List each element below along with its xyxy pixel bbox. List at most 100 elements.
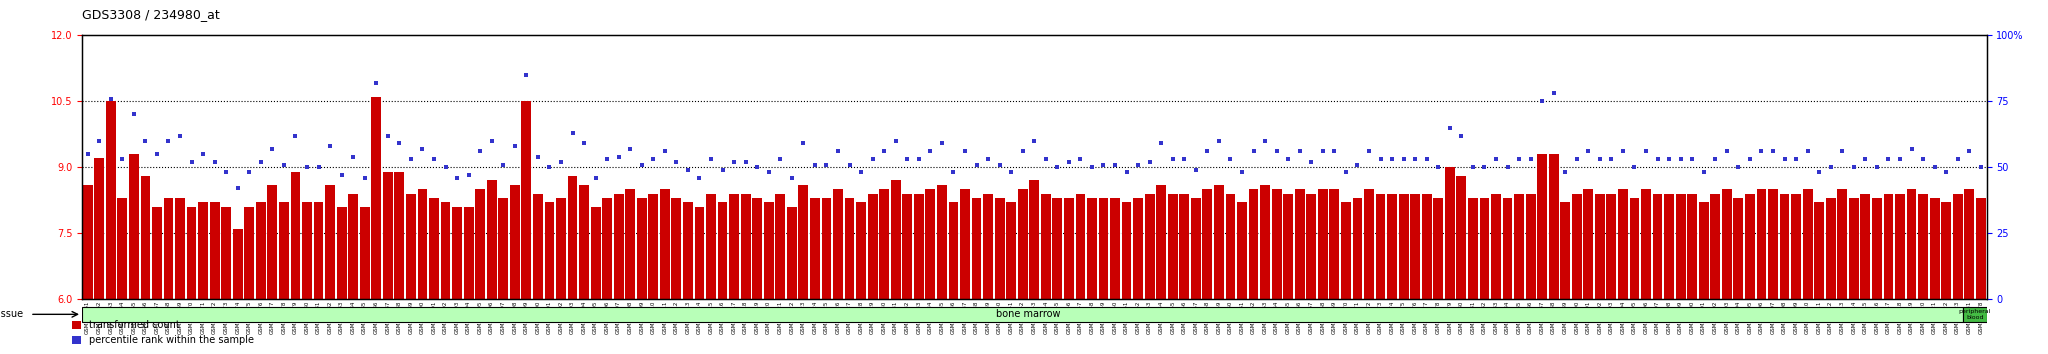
Point	[1733, 156, 1765, 162]
Bar	[395, 172, 403, 299]
Point	[856, 156, 889, 162]
Bar	[1548, 154, 1559, 299]
Bar	[1053, 198, 1063, 299]
Point	[1675, 156, 1708, 162]
Point	[244, 159, 276, 165]
Bar	[313, 202, 324, 299]
Bar	[268, 185, 276, 299]
Point	[1157, 156, 1190, 162]
Bar	[1468, 198, 1479, 299]
Bar	[406, 194, 416, 299]
Point	[475, 138, 508, 144]
Point	[510, 72, 543, 78]
Point	[1272, 156, 1305, 162]
Point	[1202, 138, 1235, 144]
Bar	[625, 189, 635, 299]
Bar	[371, 97, 381, 299]
Bar	[1434, 198, 1444, 299]
Bar	[1919, 194, 1927, 299]
Bar	[1907, 189, 1917, 299]
Bar	[1954, 194, 1962, 299]
Point	[1167, 156, 1200, 162]
Point	[926, 141, 958, 146]
Point	[1688, 170, 1720, 175]
Bar	[764, 202, 774, 299]
Bar	[1260, 185, 1270, 299]
Point	[707, 167, 739, 173]
Point	[1225, 170, 1257, 175]
Point	[903, 156, 936, 162]
Point	[1780, 156, 1812, 162]
Bar	[1098, 198, 1108, 299]
Bar	[903, 194, 911, 299]
Bar	[1976, 198, 1987, 299]
Point	[1548, 170, 1581, 175]
Point	[717, 159, 750, 165]
Point	[1849, 156, 1882, 162]
Bar	[1503, 198, 1511, 299]
Point	[1075, 164, 1108, 170]
Point	[637, 156, 670, 162]
Bar	[1757, 189, 1765, 299]
Point	[522, 154, 555, 160]
Bar	[1249, 189, 1257, 299]
Point	[1757, 149, 1790, 154]
Bar	[522, 101, 530, 299]
Point	[1087, 162, 1120, 167]
Point	[303, 164, 336, 170]
Bar	[1491, 194, 1501, 299]
Point	[1133, 159, 1165, 165]
Bar	[729, 194, 739, 299]
Bar	[1815, 202, 1825, 299]
Point	[1503, 156, 1536, 162]
Bar	[1513, 194, 1524, 299]
Point	[463, 149, 496, 154]
Point	[913, 149, 946, 154]
Point	[1860, 164, 1892, 170]
Point	[1040, 164, 1073, 170]
Point	[1665, 156, 1698, 162]
Point	[1954, 149, 1987, 154]
Point	[498, 143, 530, 149]
Bar	[303, 202, 311, 299]
Bar	[1284, 194, 1292, 299]
Bar	[1272, 189, 1282, 299]
Bar	[106, 101, 115, 299]
Bar	[1630, 198, 1638, 299]
Bar	[799, 185, 809, 299]
Bar	[1006, 202, 1016, 299]
Bar	[637, 198, 647, 299]
Bar	[1884, 194, 1892, 299]
Point	[672, 167, 705, 173]
Point	[418, 156, 451, 162]
Bar	[348, 194, 358, 299]
Point	[1745, 149, 1778, 154]
Bar	[1180, 194, 1190, 299]
Point	[268, 162, 301, 167]
Bar	[1352, 198, 1362, 299]
Bar	[868, 194, 877, 299]
Text: peripheral
blood: peripheral blood	[1958, 309, 1991, 320]
Bar	[1157, 185, 1165, 299]
Point	[811, 162, 844, 167]
Bar	[209, 202, 219, 299]
Point	[1606, 149, 1638, 154]
Point	[625, 162, 657, 167]
Point	[1700, 156, 1733, 162]
Point	[1386, 156, 1419, 162]
Point	[948, 149, 981, 154]
Point	[995, 170, 1028, 175]
Point	[360, 80, 393, 86]
Point	[487, 162, 520, 167]
Bar	[1837, 189, 1847, 299]
Bar	[752, 198, 762, 299]
Bar	[360, 207, 369, 299]
Bar	[1167, 194, 1178, 299]
Point	[233, 170, 266, 175]
Bar	[1145, 194, 1155, 299]
Point	[221, 185, 254, 191]
Point	[614, 146, 647, 152]
Point	[152, 138, 184, 144]
Text: GDS3308 / 234980_at: GDS3308 / 234980_at	[82, 8, 219, 21]
Bar	[776, 194, 784, 299]
